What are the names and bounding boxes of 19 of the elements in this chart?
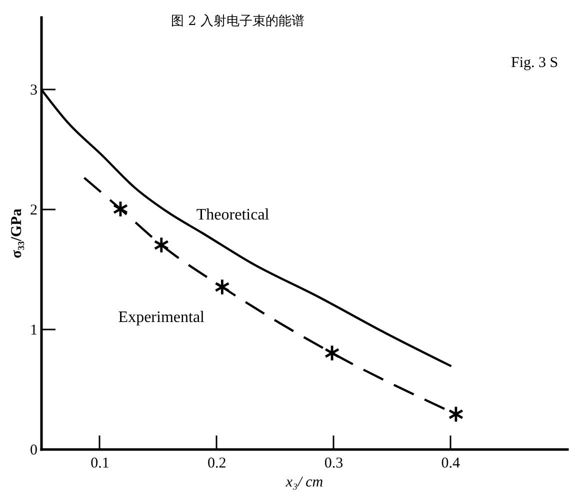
x-tick-label: 0.4 (441, 456, 460, 472)
point (448, 406, 464, 423)
y-tick-label: 3 (30, 82, 38, 98)
annotation: 图 2 入射电子束的能谱 (171, 14, 305, 29)
x-tick-label: 0.2 (207, 456, 226, 472)
point (154, 236, 170, 254)
point (324, 344, 340, 362)
series-label: Experimental (118, 309, 206, 326)
annotation: Fig. 3 S (511, 55, 558, 71)
point (214, 278, 230, 296)
y-tick-label: 0 (30, 442, 38, 458)
x-tick-label: 0.1 (90, 456, 110, 472)
y-tick-label: 1 (30, 322, 38, 338)
series-label: Theoretical (196, 206, 270, 224)
point (112, 200, 128, 218)
x-tick-label: 0.3 (324, 456, 344, 472)
y-tick-label: 2 (30, 202, 38, 218)
x-axis-title: x₃/ cm (284, 474, 324, 490)
y-axis-title: σ₃₃/GPa (9, 208, 25, 258)
